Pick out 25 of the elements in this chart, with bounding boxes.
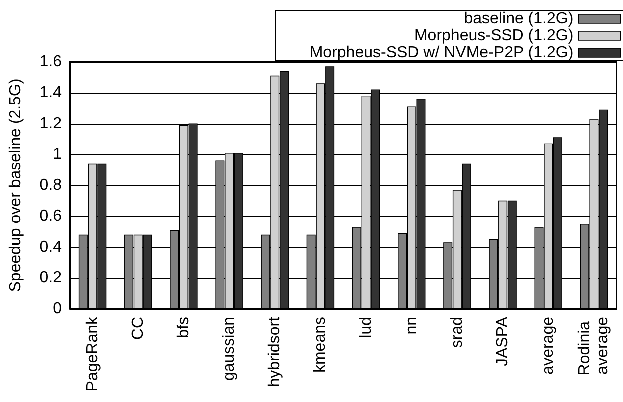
- x-tick-label: CC: [130, 317, 147, 340]
- y-tick-label: 1.6: [40, 54, 62, 70]
- x-tick-label: JASPA: [494, 316, 512, 366]
- legend-label: Morpheus-SSD (1.2G): [414, 28, 574, 44]
- y-tick-label: 1: [53, 146, 62, 164]
- x-tick-label: PageRank: [84, 316, 102, 392]
- x-tick-label: kmeans: [312, 317, 330, 374]
- y-tick-label: 1.4: [40, 84, 62, 102]
- x-tick-label: hybridsort: [266, 316, 284, 388]
- y-tick-label: 1.2: [40, 115, 62, 132]
- x-tick-label: bfs: [175, 317, 192, 338]
- x-tick-label: srad: [448, 317, 466, 348]
- x-tick-label: Rodinia average: [576, 316, 612, 376]
- y-axis-title: Speedup over baseline (2.5G): [8, 78, 24, 292]
- x-tick-label: average: [540, 316, 558, 375]
- x-tick-label: gaussian: [221, 317, 238, 382]
- legend-label: baseline (1.2G): [464, 10, 574, 28]
- y-tick-label: 0.8: [40, 177, 62, 194]
- x-tick-label: nn: [403, 317, 420, 335]
- x-tick-label: lud: [358, 317, 375, 338]
- legend-label: Morpheus-SSD w/ NVMe-P2P (1.2G): [310, 44, 574, 62]
- y-tick-label: 0.2: [40, 270, 62, 287]
- y-tick-label: 0: [53, 300, 62, 318]
- y-tick-label: 0.6: [40, 208, 62, 225]
- y-tick-label: 0.4: [40, 238, 62, 256]
